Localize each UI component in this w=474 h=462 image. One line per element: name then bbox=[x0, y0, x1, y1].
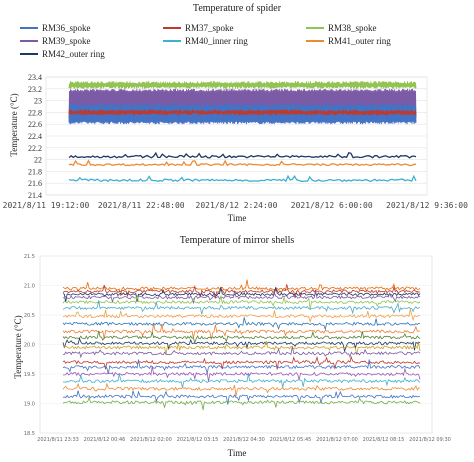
x-tick-label: 2021/8/11 19:12:00 bbox=[3, 201, 90, 210]
series-line bbox=[68, 174, 417, 183]
series-line bbox=[62, 337, 421, 353]
series-line bbox=[62, 287, 421, 303]
spider-chart-svg: Temperature of spider RM36_spoke RM37_spo… bbox=[3, 3, 468, 223]
legend-entry: RM37_spoke bbox=[185, 23, 234, 33]
spider-y-axis-label: Temperature (°C) bbox=[9, 93, 19, 156]
spider-chart-title: Temperature of spider bbox=[193, 3, 282, 14]
series-line bbox=[68, 151, 417, 159]
spider-temperature-chart: Temperature of spider RM36_spoke RM37_spo… bbox=[0, 0, 474, 228]
legend-entry: RM36_spoke bbox=[42, 23, 91, 33]
y-tick-label: 22.8 bbox=[28, 108, 42, 117]
y-tick-label: 21.4 bbox=[28, 191, 42, 200]
series-line bbox=[62, 317, 421, 331]
series-line bbox=[68, 159, 416, 167]
spider-plot-area: 21.4 21.6 21.8 22 22.2 22.4 22.6 22.8 23 23.2 23.4… bbox=[3, 73, 468, 210]
y-tick-label: 22 bbox=[34, 156, 42, 165]
x-tick-label: 2021/8/12 6:00:00 bbox=[291, 201, 373, 210]
series-line bbox=[62, 340, 421, 355]
x-tick-label: 2021/8/12 07:00 bbox=[316, 437, 358, 443]
y-tick-label: 23.2 bbox=[28, 85, 42, 94]
y-tick-label: 23 bbox=[34, 97, 42, 106]
series-line bbox=[68, 103, 417, 125]
series-line bbox=[62, 279, 421, 296]
x-tick-label: 2021/8/12 03:15 bbox=[177, 437, 219, 443]
y-tick-label: 21.5 bbox=[24, 254, 35, 260]
series-line bbox=[62, 373, 421, 388]
mirror-x-axis-label: Time bbox=[228, 448, 247, 458]
series-line bbox=[62, 366, 421, 382]
mirror-y-axis-label: Temperature (°C) bbox=[13, 315, 23, 378]
x-tick-label: 2021/8/12 05:45 bbox=[270, 437, 312, 443]
legend-entry: RM39_spoke bbox=[42, 36, 91, 46]
x-tick-label: 2021/8/12 2:24:00 bbox=[196, 201, 278, 210]
series-line bbox=[62, 290, 421, 305]
series-line bbox=[62, 294, 421, 310]
y-tick-label: 18.5 bbox=[24, 431, 35, 437]
y-tick-label: 22.2 bbox=[28, 144, 42, 153]
y-tick-label: 21.6 bbox=[28, 179, 42, 188]
series-line bbox=[62, 323, 421, 340]
y-tick-label: 22.4 bbox=[28, 132, 42, 141]
y-tick-label: 19.5 bbox=[24, 372, 35, 378]
x-tick-label: 2021/8/12 08:15 bbox=[363, 437, 405, 443]
y-tick-label: 21.8 bbox=[28, 167, 42, 176]
x-tick-label: 2021/8/11 22:48:00 bbox=[98, 201, 185, 210]
mirror-shells-temperature-chart: Temperature of mirror shells 18.5 19.0 19.… bbox=[0, 232, 474, 462]
y-tick-label: 22.6 bbox=[28, 120, 42, 129]
series-line bbox=[68, 81, 417, 89]
series-line bbox=[62, 309, 421, 323]
series-line bbox=[62, 396, 421, 411]
y-tick-label: 23.4 bbox=[28, 73, 42, 82]
mirror-plot-area: 18.5 19.0 19.5 20.0 20.5 21.0 21.5 2021/8/11 23… bbox=[24, 254, 451, 443]
x-tick-label: 2021/8/12 09:30 bbox=[409, 437, 451, 443]
series-line bbox=[62, 346, 421, 359]
legend-entry: RM41_outer ring bbox=[328, 36, 391, 46]
x-tick-label: 2021/8/12 02:00 bbox=[130, 437, 172, 443]
legend-entry: RM40_inner ring bbox=[185, 36, 248, 46]
y-tick-label: 20.5 bbox=[24, 313, 35, 319]
series-line bbox=[62, 330, 421, 345]
series-line bbox=[62, 300, 421, 315]
x-tick-label: 2021/8/12 04:30 bbox=[223, 437, 265, 443]
mirror-chart-svg: Temperature of mirror shells 18.5 19.0 19.… bbox=[13, 235, 451, 458]
y-tick-label: 19.0 bbox=[24, 402, 35, 408]
legend-entry: RM42_outer ring bbox=[42, 49, 105, 59]
spider-chart-legend: RM36_spoke RM37_spoke RM38_spoke RM39_spoke… bbox=[20, 23, 391, 59]
spider-x-axis-label: Time bbox=[228, 213, 247, 223]
mirror-chart-title: Temperature of mirror shells bbox=[180, 235, 295, 246]
series-line bbox=[62, 382, 420, 397]
x-tick-label: 2021/8/11 23:33 bbox=[37, 437, 79, 443]
x-tick-label: 2021/8/12 00:46 bbox=[84, 437, 126, 443]
y-tick-label: 21.0 bbox=[24, 284, 35, 290]
series-line bbox=[62, 390, 421, 405]
series-line bbox=[68, 109, 417, 116]
y-tick-label: 20.0 bbox=[24, 343, 35, 349]
series-line bbox=[62, 355, 421, 370]
legend-entry: RM38_spoke bbox=[328, 23, 377, 33]
series-line bbox=[62, 359, 421, 375]
x-tick-label: 2021/8/12 9:36:00 bbox=[386, 201, 468, 210]
